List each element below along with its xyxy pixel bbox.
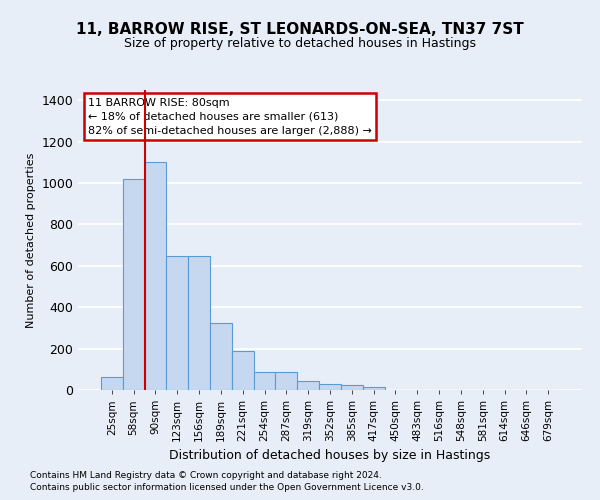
Bar bbox=[145, 162, 166, 390]
Bar bbox=[210, 323, 232, 390]
Text: 11 BARROW RISE: 80sqm
← 18% of detached houses are smaller (613)
82% of semi-det: 11 BARROW RISE: 80sqm ← 18% of detached … bbox=[88, 98, 372, 136]
Text: Size of property relative to detached houses in Hastings: Size of property relative to detached ho… bbox=[124, 38, 476, 51]
Bar bbox=[232, 350, 254, 390]
Text: Contains HM Land Registry data © Crown copyright and database right 2024.: Contains HM Land Registry data © Crown c… bbox=[30, 470, 382, 480]
Bar bbox=[363, 387, 385, 390]
Bar bbox=[254, 372, 275, 390]
Bar bbox=[341, 385, 363, 390]
Bar bbox=[297, 380, 319, 390]
Bar bbox=[123, 179, 145, 390]
Bar bbox=[319, 384, 341, 390]
Bar bbox=[166, 256, 188, 390]
Text: 11, BARROW RISE, ST LEONARDS-ON-SEA, TN37 7ST: 11, BARROW RISE, ST LEONARDS-ON-SEA, TN3… bbox=[76, 22, 524, 38]
Bar bbox=[188, 256, 210, 390]
Bar bbox=[275, 372, 297, 390]
Text: Contains public sector information licensed under the Open Government Licence v3: Contains public sector information licen… bbox=[30, 483, 424, 492]
Bar bbox=[101, 377, 123, 390]
X-axis label: Distribution of detached houses by size in Hastings: Distribution of detached houses by size … bbox=[169, 450, 491, 462]
Y-axis label: Number of detached properties: Number of detached properties bbox=[26, 152, 36, 328]
